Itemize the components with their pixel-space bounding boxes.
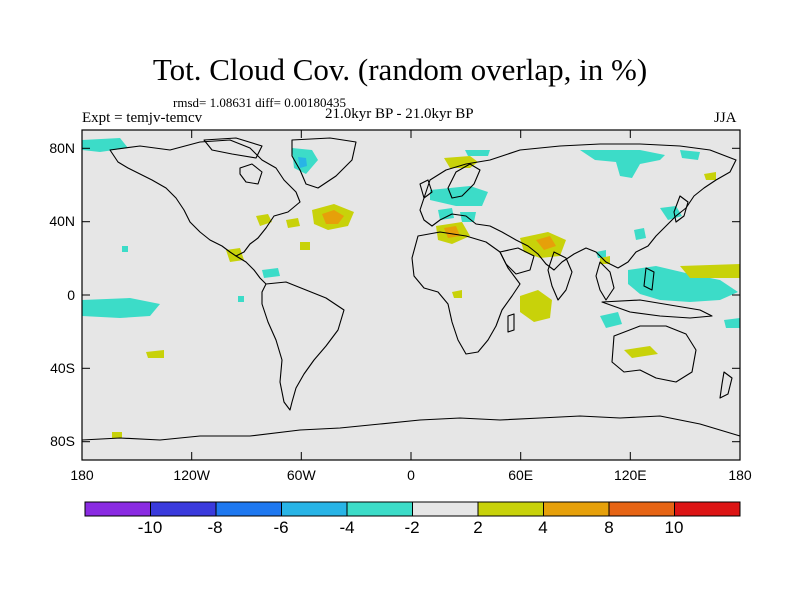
coast-greenland xyxy=(291,137,357,189)
experiment-label: Expt = temjv-temcv xyxy=(82,110,203,126)
coast-north-america xyxy=(109,139,301,257)
x-tick-label: 120W xyxy=(173,467,210,483)
x-ticks xyxy=(81,130,741,460)
patch-positive xyxy=(452,290,462,298)
patch-negative xyxy=(438,208,454,220)
patch-strong-positive xyxy=(536,236,556,250)
coast-japan xyxy=(673,195,689,223)
x-tick-label: 180 xyxy=(728,467,752,483)
coast-south-america xyxy=(261,281,345,411)
patch-positive xyxy=(256,214,272,226)
map-title: Tot. Cloud Cov. (random overlap, in %) xyxy=(152,52,648,87)
colorbar-label: -2 xyxy=(404,518,420,537)
patch-negative xyxy=(262,268,280,278)
colorbar-swatch xyxy=(215,501,282,517)
patch-positive xyxy=(444,156,478,168)
patch-negative xyxy=(238,296,244,302)
stats-label: rmsd= 1.08631 diff= 0.00180435 xyxy=(173,95,346,110)
coastlines xyxy=(81,137,741,441)
coast-southeast-asia xyxy=(595,261,615,301)
patch-negative xyxy=(82,298,160,318)
x-tick-label: 60W xyxy=(287,467,317,483)
coast-madagascar xyxy=(507,313,515,333)
coast-australia xyxy=(611,325,697,383)
colorbar-label: 4 xyxy=(538,518,548,537)
coast-scandinavia xyxy=(447,163,481,199)
colorbar-swatch xyxy=(477,501,544,517)
coast-new-zealand xyxy=(719,371,733,399)
patch-positive xyxy=(112,432,122,438)
x-tick-label: 0 xyxy=(407,467,415,483)
coast-hudson-bay xyxy=(239,163,263,185)
colorbar-label: 2 xyxy=(473,518,483,537)
patch-negative xyxy=(724,318,740,328)
colorbar-swatch xyxy=(281,501,348,517)
patch-negative xyxy=(122,246,128,252)
colorbar-label: -4 xyxy=(339,518,355,537)
y-tick-label: 80N xyxy=(49,140,75,156)
colorbar-swatch xyxy=(412,501,479,517)
patch-positive xyxy=(624,346,658,358)
patch-positive xyxy=(300,242,310,250)
patch-positive xyxy=(146,350,164,358)
coast-arabia xyxy=(499,247,535,275)
y-tick-label: 40S xyxy=(50,360,75,376)
coast-eurasia xyxy=(419,143,737,271)
y-ticks xyxy=(82,147,740,443)
coast-central-america xyxy=(235,255,267,285)
patch-negative xyxy=(680,150,700,160)
coast-philippines xyxy=(643,267,655,291)
period-label: 21.0kyr BP - 21.0kyr BP xyxy=(325,106,474,122)
colorbar-label: -10 xyxy=(137,518,163,537)
patch-positive xyxy=(520,290,552,322)
patch-negative xyxy=(430,186,488,206)
colorbar-label: -6 xyxy=(273,518,289,537)
patch-negative xyxy=(465,150,490,156)
y-tick-label: 40N xyxy=(49,213,75,229)
colorbar-swatch xyxy=(84,501,151,517)
map-background xyxy=(82,130,740,460)
colorbar-swatch xyxy=(346,501,413,517)
patch-strong-positive xyxy=(322,210,344,224)
x-tick-label: 180 xyxy=(70,467,94,483)
patch-positive xyxy=(680,264,740,278)
patch-negative xyxy=(628,266,738,302)
y-tick-labels: 80N 40N 0 40S 80S xyxy=(49,140,75,449)
patch-negative xyxy=(600,312,622,328)
y-tick-label: 0 xyxy=(67,287,75,303)
coast-arctic-islands xyxy=(203,137,263,159)
coast-antarctica xyxy=(81,415,741,441)
season-label: JJA xyxy=(714,110,737,126)
coast-africa xyxy=(411,231,521,355)
patch-negative xyxy=(660,206,682,220)
colorbar xyxy=(84,501,741,517)
colorbar-swatch xyxy=(674,501,741,517)
patch-positive xyxy=(286,218,300,228)
colorbar-label: 8 xyxy=(604,518,614,537)
patch-positive xyxy=(704,172,716,180)
patch-negative xyxy=(596,250,606,258)
patch-negative xyxy=(82,138,128,152)
coast-indonesia xyxy=(601,299,713,319)
colorbar-swatch xyxy=(608,501,675,517)
y-tick-label: 80S xyxy=(50,433,75,449)
x-tick-label: 60E xyxy=(508,467,533,483)
colorbar-swatch xyxy=(150,501,217,517)
x-tick-label: 120E xyxy=(614,467,647,483)
colorbar-label: 10 xyxy=(664,518,684,537)
colorbar-label: -8 xyxy=(207,518,223,537)
patch-negative xyxy=(298,157,307,168)
patch-negative xyxy=(634,228,646,240)
patch-negative xyxy=(580,150,665,178)
coast-british-isles xyxy=(419,179,433,199)
x-tick-labels: 180 120W 60W 0 60E 120E 180 xyxy=(70,467,752,483)
coast-india xyxy=(547,251,573,301)
colorbar-swatch xyxy=(543,501,610,517)
